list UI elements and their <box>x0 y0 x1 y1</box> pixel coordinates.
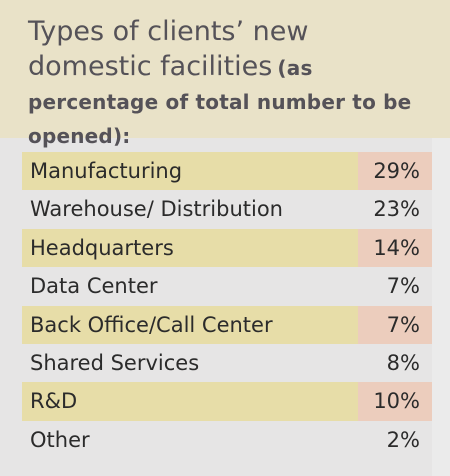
row-value-cell: 29% <box>358 152 432 191</box>
table-row: R&D 10% <box>22 382 432 421</box>
row-value: 7% <box>386 274 420 299</box>
row-value-cell: 14% <box>358 228 432 268</box>
row-label: Headquarters <box>30 235 174 260</box>
table-row: Headquarters 14% <box>22 228 432 268</box>
row-label-cell: Headquarters <box>22 228 358 268</box>
row-value-cell: 7% <box>358 305 432 344</box>
row-label: Manufacturing <box>30 159 183 183</box>
row-value: 14% <box>373 235 420 260</box>
table-row: Warehouse/ Distribution 23% <box>22 190 432 228</box>
chart-header: Types of clients’ new domestic facilitie… <box>0 0 450 148</box>
data-table: Manufacturing 29% Warehouse/ Distribution 2… <box>22 152 432 459</box>
row-value: 29% <box>373 159 420 183</box>
row-label-cell: Other <box>22 421 358 459</box>
row-value-cell: 7% <box>358 267 432 305</box>
row-label: Data Center <box>30 274 158 299</box>
table-row: Back Office/Call Center 7% <box>22 305 432 344</box>
row-value-cell: 2% <box>358 421 432 459</box>
table-row: Data Center 7% <box>22 267 432 305</box>
row-label: Other <box>30 427 90 452</box>
row-label-cell: R&D <box>22 382 358 421</box>
row-value-cell: 23% <box>358 190 432 228</box>
row-label-cell: Back Office/Call Center <box>22 305 358 344</box>
row-value: 7% <box>386 312 420 337</box>
row-label-cell: Warehouse/ Distribution <box>22 190 358 228</box>
row-label-cell: Shared Services <box>22 344 358 382</box>
right-margin-strip <box>432 138 450 476</box>
row-label: Shared Services <box>30 350 200 375</box>
row-value: 2% <box>386 427 420 452</box>
row-label-cell: Manufacturing <box>22 152 358 191</box>
row-value: 10% <box>373 389 420 414</box>
row-value-cell: 8% <box>358 344 432 382</box>
table-row: Other 2% <box>22 421 432 459</box>
table-row: Manufacturing 29% <box>22 152 432 191</box>
table-row: Shared Services 8% <box>22 344 432 382</box>
title-sub: (as percentage of total number to be ope… <box>28 56 412 148</box>
row-label: Warehouse/ Distribution <box>30 197 283 222</box>
row-label: R&D <box>30 389 78 414</box>
row-label-cell: Data Center <box>22 267 358 305</box>
chart-title: Types of clients’ new domestic facilitie… <box>28 16 438 154</box>
row-value: 8% <box>386 350 420 375</box>
row-label: Back Office/Call Center <box>30 312 273 337</box>
row-value-cell: 10% <box>358 382 432 421</box>
row-value: 23% <box>373 197 420 222</box>
title-main: Types of clients’ new domestic facilitie… <box>28 16 309 82</box>
